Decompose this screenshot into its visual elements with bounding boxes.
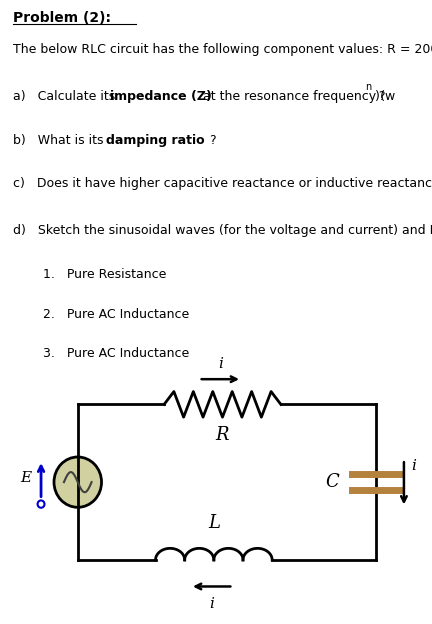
Text: a)   Calculate its: a) Calculate its (13, 90, 119, 104)
Text: L: L (208, 514, 220, 532)
Text: 2.   Pure AC Inductance: 2. Pure AC Inductance (43, 308, 190, 321)
Circle shape (54, 457, 102, 507)
Text: The below RLC circuit has the following component values: R = 200Ω, C = 15μF, L : The below RLC circuit has the following … (13, 44, 432, 56)
Text: i: i (209, 597, 214, 610)
Text: i: i (218, 357, 223, 371)
Text: ?: ? (210, 134, 216, 147)
Text: impedance (Z): impedance (Z) (110, 90, 212, 104)
Text: )?: )? (375, 90, 387, 104)
Text: d)   Sketch the sinusoidal waves (for the voltage and current) and Phasor Diagra: d) Sketch the sinusoidal waves (for the … (13, 225, 432, 237)
Text: Problem (2):: Problem (2): (13, 11, 111, 25)
Text: R: R (216, 426, 229, 444)
Text: C: C (325, 473, 339, 491)
Text: 1.   Pure Resistance: 1. Pure Resistance (43, 268, 167, 281)
Text: damping ratio: damping ratio (106, 134, 204, 147)
Text: E: E (20, 470, 32, 485)
Text: i: i (411, 459, 416, 473)
Text: n: n (365, 82, 371, 92)
Text: at the resonance frequency (w: at the resonance frequency (w (199, 90, 395, 104)
Text: b)   What is its: b) What is its (13, 134, 108, 147)
Text: c)   Does it have higher capacitive reactance or inductive reactance?: c) Does it have higher capacitive reacta… (13, 177, 432, 190)
Text: 3.   Pure AC Inductance: 3. Pure AC Inductance (43, 348, 190, 361)
